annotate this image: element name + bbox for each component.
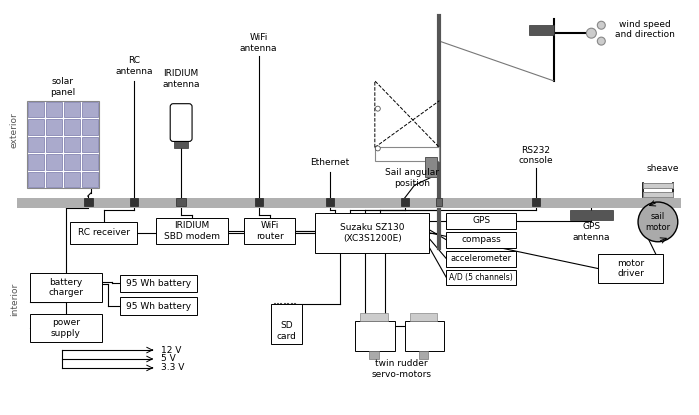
Bar [157, 218, 228, 244]
Bar [326, 198, 334, 206]
Text: wind speed
and direction: wind speed and direction [615, 20, 675, 39]
Bar [436, 198, 442, 206]
Bar [70, 222, 138, 244]
Bar [447, 251, 516, 266]
Text: Sail angular
position: Sail angular position [384, 168, 439, 188]
Bar [120, 275, 197, 293]
Bar [244, 218, 296, 244]
Text: WiFi
router: WiFi router [256, 221, 283, 241]
Bar [64, 154, 80, 170]
Bar [401, 198, 409, 206]
Text: RS232
console: RS232 console [519, 146, 553, 165]
Bar [30, 314, 101, 342]
Bar [46, 154, 62, 170]
Bar [46, 137, 62, 152]
Bar [84, 198, 93, 206]
Circle shape [375, 146, 380, 151]
Bar [27, 101, 99, 188]
Text: solar
panel: solar panel [50, 77, 75, 97]
Bar [598, 254, 663, 283]
Bar [355, 321, 395, 351]
Bar [28, 137, 44, 152]
Bar [64, 102, 80, 117]
Text: RC receiver: RC receiver [78, 228, 129, 237]
Text: Ethernet: Ethernet [310, 158, 350, 167]
Circle shape [598, 21, 605, 29]
Bar [447, 232, 516, 248]
Text: 3.3 V: 3.3 V [161, 364, 185, 372]
Text: WiFi
antenna: WiFi antenna [240, 34, 278, 53]
Text: accelerometer: accelerometer [451, 254, 512, 263]
Bar [64, 137, 80, 152]
Text: 5 V: 5 V [161, 354, 176, 364]
Bar [369, 351, 379, 359]
Bar [46, 119, 62, 135]
Circle shape [638, 202, 678, 242]
Text: motor
driver: motor driver [617, 259, 644, 278]
Bar [30, 273, 101, 303]
Text: compass: compass [461, 235, 501, 244]
Text: twin rudder
servo-motors: twin rudder servo-motors [372, 359, 432, 378]
Text: power
supply: power supply [51, 318, 81, 338]
Text: RC
antenna: RC antenna [116, 56, 153, 76]
Bar [528, 25, 554, 35]
Bar [254, 198, 263, 206]
Bar [174, 139, 188, 149]
Circle shape [375, 106, 380, 111]
Bar [82, 102, 98, 117]
Bar [28, 102, 44, 117]
Text: sail
motor: sail motor [645, 212, 670, 232]
Text: exterior: exterior [10, 112, 19, 149]
Bar [375, 147, 440, 161]
Bar [64, 119, 80, 135]
Bar [82, 119, 98, 135]
Text: 95 Wh battery: 95 Wh battery [126, 302, 191, 311]
Bar [447, 270, 516, 286]
Bar [447, 213, 516, 229]
Bar [315, 213, 429, 253]
Text: 95 Wh battery: 95 Wh battery [126, 279, 191, 288]
Circle shape [598, 37, 605, 45]
Text: battery
charger: battery charger [48, 278, 83, 297]
Bar [64, 172, 80, 187]
Text: IRIDIUM
antenna: IRIDIUM antenna [162, 69, 200, 88]
Bar [176, 198, 186, 206]
Bar [570, 210, 613, 220]
Text: interior: interior [10, 283, 19, 316]
Bar [17, 198, 681, 208]
Bar [120, 298, 197, 315]
Bar [82, 172, 98, 187]
Bar [131, 198, 138, 206]
FancyBboxPatch shape [171, 104, 192, 142]
Text: IRIDIUM
SBD modem: IRIDIUM SBD modem [164, 221, 220, 241]
Bar [46, 172, 62, 187]
Bar [82, 137, 98, 152]
Bar [46, 102, 62, 117]
Text: sheave: sheave [647, 164, 679, 173]
Text: 12 V: 12 V [161, 346, 182, 354]
Text: GPS
antenna: GPS antenna [572, 222, 610, 242]
Bar [419, 351, 428, 359]
Bar [643, 183, 673, 188]
Bar [532, 198, 540, 206]
Bar [426, 157, 438, 177]
Text: SD
card: SD card [277, 322, 296, 341]
Bar [410, 313, 438, 321]
Text: A/D (5 channels): A/D (5 channels) [449, 273, 513, 282]
Bar [82, 154, 98, 170]
Bar [643, 192, 673, 197]
Bar [405, 321, 445, 351]
Circle shape [586, 28, 596, 38]
Text: Suzaku SZ130
(XC3S1200E): Suzaku SZ130 (XC3S1200E) [340, 223, 405, 242]
Bar [271, 304, 303, 344]
Text: GPS: GPS [472, 216, 490, 225]
Bar [28, 172, 44, 187]
Bar [28, 154, 44, 170]
Bar [360, 313, 388, 321]
Bar [28, 119, 44, 135]
